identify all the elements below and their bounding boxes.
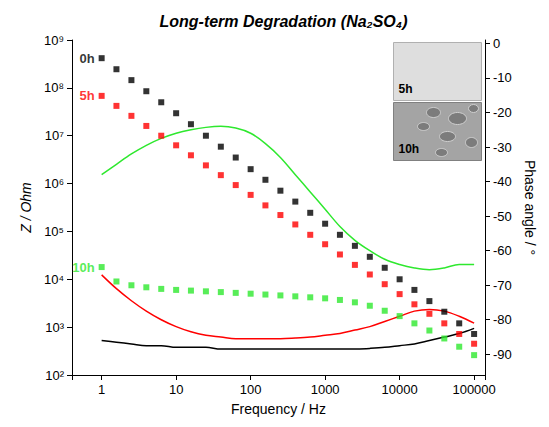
svg-text:100000: 100000	[452, 382, 495, 397]
svg-text:-80: -80	[493, 312, 512, 327]
svg-text:10⁸: 10⁸	[44, 80, 64, 95]
svg-text:-60: -60	[493, 243, 512, 258]
svg-text:0: 0	[493, 36, 500, 51]
svg-text:10⁹: 10⁹	[44, 33, 64, 48]
svg-text:10: 10	[169, 382, 183, 397]
svg-text:10h: 10h	[399, 142, 420, 156]
svg-text:10⁵: 10⁵	[44, 224, 64, 239]
svg-text:-10: -10	[493, 70, 512, 85]
svg-text:-50: -50	[493, 209, 512, 224]
svg-text:10⁶: 10⁶	[44, 176, 64, 191]
svg-text:5h: 5h	[399, 82, 413, 96]
svg-text:Long-term Degradation (Na₂SO₄): Long-term Degradation (Na₂SO₄)	[159, 13, 407, 30]
svg-text:1: 1	[98, 382, 105, 397]
svg-text:-70: -70	[493, 278, 512, 293]
svg-text:10h: 10h	[72, 260, 94, 275]
svg-text:-90: -90	[493, 347, 512, 362]
svg-text:Z / Ohm: Z / Ohm	[18, 182, 34, 234]
svg-text:-20: -20	[493, 105, 512, 120]
svg-text:-40: -40	[493, 174, 512, 189]
svg-text:Phase angle / °: Phase angle / °	[522, 160, 538, 255]
svg-text:10³: 10³	[45, 320, 64, 335]
svg-text:10²: 10²	[45, 368, 64, 383]
svg-text:5h: 5h	[79, 88, 94, 103]
svg-text:10⁷: 10⁷	[45, 128, 64, 143]
svg-text:Frequency / Hz: Frequency / Hz	[231, 401, 326, 417]
svg-text:10⁴: 10⁴	[44, 272, 64, 287]
svg-text:1000: 1000	[311, 382, 340, 397]
svg-text:-30: -30	[493, 140, 512, 155]
svg-text:0h: 0h	[79, 51, 94, 66]
svg-text:10000: 10000	[382, 382, 418, 397]
svg-text:100: 100	[240, 382, 262, 397]
